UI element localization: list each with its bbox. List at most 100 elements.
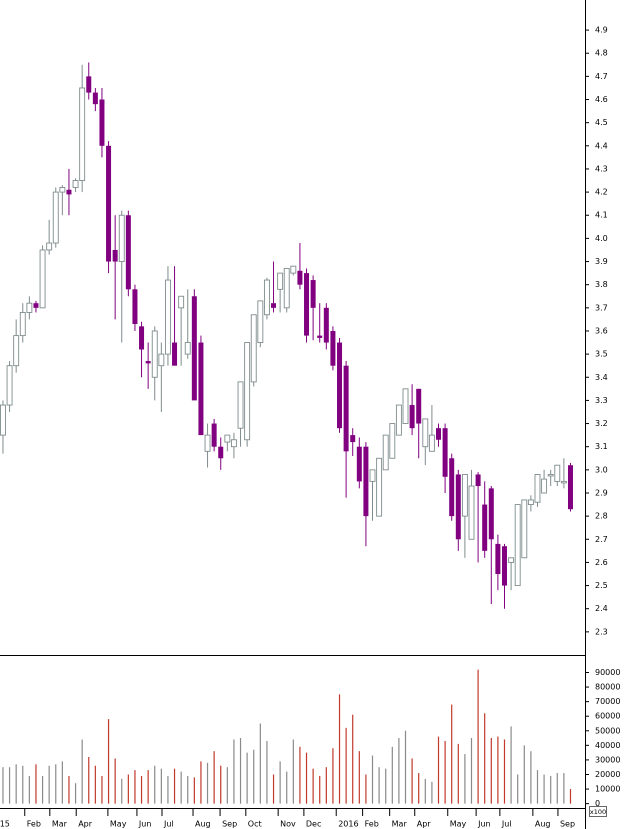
- candle-body: [230, 439, 237, 448]
- candle-body: [283, 268, 290, 309]
- y-tick-label: 3.9: [595, 257, 608, 266]
- y-tick-label: 2.8: [595, 512, 608, 521]
- candle-body: [92, 92, 98, 105]
- volume-unit: x100: [590, 808, 606, 816]
- candle-body: [337, 342, 343, 429]
- candle-body: [39, 249, 46, 309]
- candle-body: [343, 365, 349, 452]
- candle-body: [482, 504, 488, 551]
- x-tick-label: Apr: [417, 820, 432, 829]
- y-tick-label: 60000: [595, 712, 620, 721]
- y-tick-label: 0: [595, 799, 600, 808]
- candle-body: [26, 302, 33, 313]
- candle-body: [527, 499, 534, 506]
- y-tick-label: 3.0: [595, 465, 608, 474]
- candle-body: [449, 458, 455, 517]
- y-tick-label: 50000: [595, 726, 620, 735]
- y-tick-label: 3.6: [595, 326, 608, 335]
- candle-body: [244, 342, 251, 441]
- y-tick-label: 70000: [595, 697, 620, 706]
- candle-body: [567, 465, 573, 510]
- candle-body: [317, 335, 323, 338]
- candle-body: [541, 478, 548, 494]
- candle-body: [19, 312, 26, 337]
- y-tick-label: 20000: [595, 770, 620, 779]
- y-tick-label: 2.9: [595, 488, 608, 497]
- candle-body: [521, 499, 528, 559]
- candle-body: [304, 273, 310, 336]
- candle-body: [191, 296, 197, 401]
- y-tick-label: 2.4: [595, 604, 608, 613]
- candle-body: [475, 474, 481, 487]
- candle-body: [184, 342, 191, 355]
- candle-body: [112, 249, 118, 262]
- candle-body: [172, 342, 178, 366]
- candle-body: [33, 303, 39, 308]
- x-tick-label: Mar: [392, 820, 408, 829]
- candle-body: [198, 342, 204, 436]
- x-tick-label: Feb: [365, 820, 379, 829]
- y-tick-label: 10000: [595, 785, 620, 794]
- candle-body: [125, 215, 131, 290]
- candle-body: [72, 180, 79, 188]
- candle-body: [257, 300, 264, 343]
- y-tick-label: 80000: [595, 683, 620, 692]
- y-tick-label: 2.6: [595, 558, 608, 567]
- x-tick-label: 2016: [338, 820, 358, 829]
- candle-body: [118, 214, 125, 262]
- y-tick-label: 3.2: [595, 419, 608, 428]
- candle-body: [495, 543, 501, 574]
- candle-body: [46, 242, 53, 251]
- candle-body: [310, 280, 316, 308]
- candle-body: [560, 480, 567, 484]
- candle-body: [13, 335, 20, 367]
- candle-body: [139, 326, 145, 350]
- y-tick-label: 4.5: [595, 118, 608, 127]
- candle-body: [224, 434, 231, 443]
- candle-body: [350, 435, 356, 443]
- candle-body: [0, 404, 6, 436]
- y-tick-label: 4.8: [595, 49, 608, 58]
- x-tick-label: Sep: [222, 820, 237, 829]
- candle-body: [330, 330, 336, 366]
- candle-body: [422, 418, 429, 448]
- candle-body: [442, 428, 448, 477]
- x-tick-label: Jun: [138, 820, 152, 829]
- candle-body: [6, 365, 13, 406]
- candle-body: [363, 446, 369, 517]
- candle-body: [66, 189, 72, 195]
- y-tick-label: 3.7: [595, 303, 608, 312]
- y-tick-label: 2.5: [595, 581, 608, 590]
- candle-body: [534, 474, 541, 503]
- candle-body: [501, 546, 507, 586]
- y-tick-label: 4.3: [595, 164, 608, 173]
- y-tick-label: 3.4: [595, 373, 608, 382]
- x-tick-label: Mar: [52, 820, 68, 829]
- candle-body: [178, 295, 185, 309]
- x-tick-label: Aug: [195, 820, 211, 829]
- candle-body: [455, 474, 461, 540]
- candle-body: [158, 353, 165, 367]
- x-tick-label: Jul: [163, 820, 174, 829]
- y-tick-label: 4.4: [595, 141, 608, 150]
- y-tick-label: 40000: [595, 741, 620, 750]
- candle-body: [416, 388, 422, 424]
- candle-body: [52, 191, 59, 244]
- x-tick-label: Jul: [501, 820, 512, 829]
- candle-body: [164, 279, 171, 355]
- candle-body: [145, 361, 151, 364]
- y-tick-label: 4.6: [595, 95, 608, 104]
- candle-body: [211, 423, 217, 447]
- y-tick-label: 2.3: [595, 627, 608, 636]
- candle-body: [99, 99, 105, 146]
- candle-body: [132, 289, 138, 325]
- x-tick-label: Oct: [248, 820, 262, 829]
- y-tick-label: 4.0: [595, 234, 608, 243]
- candle-body: [402, 388, 409, 425]
- x-tick-label: Sep: [560, 820, 575, 829]
- x-tick-label: Feb: [27, 820, 41, 829]
- candle-body: [277, 272, 284, 290]
- candle-body: [271, 303, 277, 308]
- candle-body: [395, 404, 402, 436]
